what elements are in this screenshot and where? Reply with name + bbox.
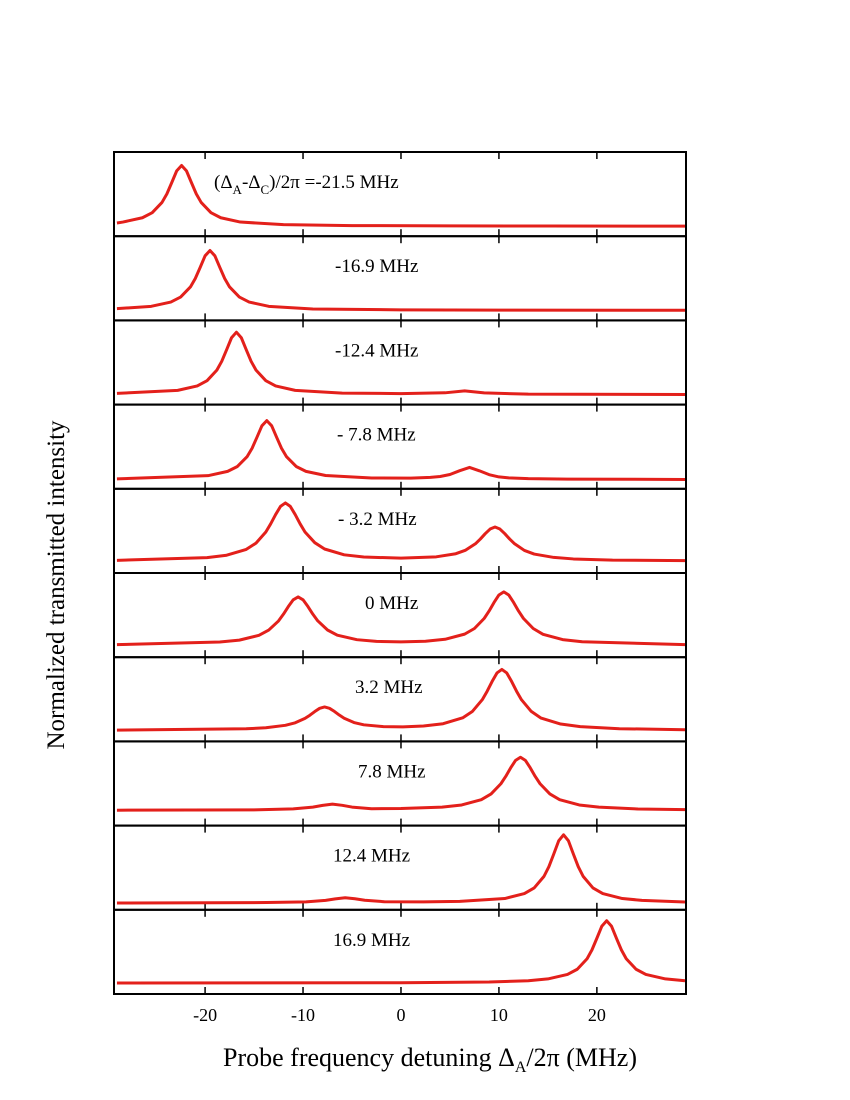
panel-label: 0 MHz bbox=[365, 593, 418, 614]
fit-curve bbox=[116, 833, 686, 905]
text-part: -Δ bbox=[242, 172, 261, 193]
panel-frame bbox=[113, 572, 687, 659]
text-part: /2π (MHz) bbox=[526, 1043, 637, 1072]
fit-curve bbox=[116, 501, 686, 563]
panel-label: (ΔA-ΔC)/2π =-21.5 MHz bbox=[214, 172, 399, 197]
text-part: -16.9 MHz bbox=[335, 256, 418, 277]
text-part: - 7.8 MHz bbox=[337, 425, 416, 446]
text-part: 7.8 MHz bbox=[358, 761, 426, 782]
fit-curve bbox=[116, 590, 686, 647]
x-tick-label: 20 bbox=[588, 1005, 606, 1025]
text-part: -12.4 MHz bbox=[335, 340, 418, 361]
text-part: (Δ bbox=[214, 172, 233, 193]
text-part: Probe frequency detuning Δ bbox=[223, 1043, 515, 1072]
panel-label: - 7.8 MHz bbox=[337, 425, 416, 446]
text-part: 0 MHz bbox=[365, 593, 418, 614]
text-part: )/2π =-21.5 MHz bbox=[269, 172, 399, 193]
fit-curve bbox=[116, 919, 686, 985]
fit-curve bbox=[116, 755, 686, 812]
subscript: A bbox=[515, 1059, 527, 1076]
x-tick-label: 10 bbox=[490, 1005, 508, 1025]
fit-curve bbox=[116, 419, 686, 481]
panel-label: -12.4 MHz bbox=[335, 340, 418, 361]
x-tick-label: 0 bbox=[396, 1005, 405, 1025]
panel-label: 7.8 MHz bbox=[358, 761, 426, 782]
subscript: C bbox=[260, 182, 269, 197]
x-tick-label: -20 bbox=[193, 1005, 217, 1025]
panel-label: - 3.2 MHz bbox=[338, 509, 417, 530]
text-part: 16.9 MHz bbox=[333, 930, 410, 951]
subscript: A bbox=[233, 182, 243, 197]
text-part: - 3.2 MHz bbox=[338, 509, 417, 530]
x-tick-label: -10 bbox=[291, 1005, 315, 1025]
panel-frame bbox=[113, 740, 687, 827]
panel-frame bbox=[113, 235, 687, 322]
y-axis-label: Normalized transmitted intensity bbox=[43, 420, 70, 750]
fit-curve bbox=[116, 667, 686, 732]
panel-frame bbox=[113, 824, 687, 911]
panel-label: 12.4 MHz bbox=[333, 846, 410, 867]
text-part: 3.2 MHz bbox=[355, 677, 423, 698]
panel-frame bbox=[113, 319, 687, 406]
panel-label: 3.2 MHz bbox=[355, 677, 423, 698]
panel-frame bbox=[113, 908, 687, 995]
x-axis-label: Probe frequency detuning ΔA/2π (MHz) bbox=[223, 1043, 637, 1076]
fit-curve bbox=[116, 330, 686, 396]
fit-curve bbox=[116, 163, 686, 228]
panel-label: -16.9 MHz bbox=[335, 256, 418, 277]
fit-curve bbox=[116, 249, 686, 312]
panel-frame bbox=[113, 151, 687, 238]
panel-label: 16.9 MHz bbox=[333, 930, 410, 951]
text-part: 12.4 MHz bbox=[333, 846, 410, 867]
